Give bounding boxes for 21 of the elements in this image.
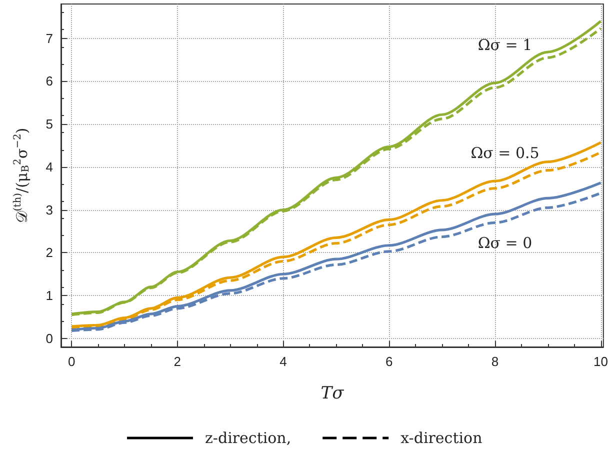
y-tick-label: 6 xyxy=(46,74,53,89)
y-tick-label: 4 xyxy=(46,159,53,174)
y-tick-label: 1 xyxy=(46,288,53,304)
x-axis-title: Tσ xyxy=(320,384,344,404)
annotation: Ωσ = 0.5 xyxy=(470,144,540,162)
x-tick-label: 10 xyxy=(594,354,608,369)
x-tick-label: 2 xyxy=(174,354,182,369)
y-tick-label: 3 xyxy=(46,202,53,218)
y-tick-label: 2 xyxy=(46,245,53,260)
y-tick-label: 0 xyxy=(46,330,53,346)
x-tick-label: 8 xyxy=(491,354,499,369)
y-tick-label: 7 xyxy=(46,30,53,46)
x-tick-label: 0 xyxy=(68,354,76,369)
y-axis-title: 𝒟(th)/(μB2σ−2) xyxy=(12,128,32,224)
annotation: Ωσ = 0 xyxy=(478,234,532,252)
x-tick-label: 6 xyxy=(385,354,393,369)
x-tick-label: 4 xyxy=(280,354,287,369)
y-tick-label: 5 xyxy=(46,116,53,132)
text: x-direction xyxy=(400,429,483,447)
text: z-direction, xyxy=(205,429,292,447)
annotation: Ωσ = 1 xyxy=(478,36,532,54)
